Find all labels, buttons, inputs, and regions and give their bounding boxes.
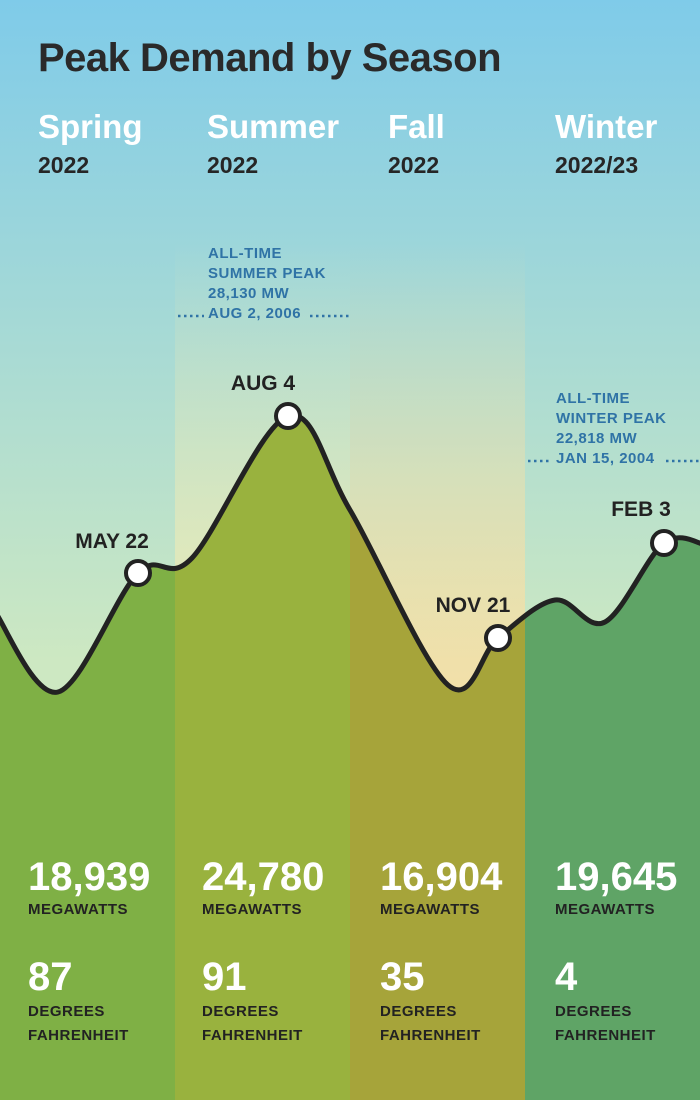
stats-winter: 19,645 MEGAWATTS 4 DEGREES FAHRENHEIT [555, 855, 677, 1047]
degrees-value: 4 [555, 955, 578, 999]
megawatts-value: 18,939 [28, 855, 151, 899]
fahrenheit-label: FAHRENHEIT [202, 1027, 303, 1044]
season-year: 2022 [388, 152, 440, 178]
megawatts-value: 24,780 [202, 855, 325, 899]
megawatts-label: MEGAWATTS [555, 901, 656, 918]
record-line: JAN 15, 2004 [556, 450, 655, 467]
season-header-fall: Fall 2022 [388, 108, 445, 178]
record-line: SUMMER PEAK [208, 265, 327, 282]
peak-label-nov-21: NOV 21 [436, 594, 511, 617]
season-name: Fall [388, 108, 445, 145]
fahrenheit-label: FAHRENHEIT [380, 1027, 481, 1044]
fahrenheit-label: FAHRENHEIT [555, 1027, 656, 1044]
season-name: Summer [207, 108, 340, 145]
degrees-label: DEGREES [555, 1003, 632, 1020]
record-line: 22,818 MW [556, 430, 638, 447]
demand-curve-line [0, 412, 700, 695]
peak-label-may-22: MAY 22 [75, 530, 149, 553]
degrees-value: 87 [28, 955, 73, 999]
season-year: 2022 [207, 152, 259, 178]
megawatts-label: MEGAWATTS [202, 901, 303, 918]
season-header-summer: Summer 2022 [207, 108, 339, 178]
season-name: Spring [38, 108, 143, 145]
peak-marker-aug-4 [274, 402, 302, 430]
season-year: 2022 [38, 152, 90, 178]
peak-marker-may-22 [124, 559, 152, 587]
stats-summer: 24,780 MEGAWATTS 91 DEGREES FAHRENHEIT [202, 855, 324, 1047]
season-header-spring: Spring 2022 [38, 108, 143, 178]
summer-record-annotation: ALL-TIME SUMMER PEAK 28,130 MW AUG 2, 20… [208, 244, 326, 324]
record-line: 28,130 MW [208, 285, 290, 302]
record-line: AUG 2, 2006 [208, 305, 302, 322]
megawatts-label: MEGAWATTS [380, 901, 481, 918]
fahrenheit-label: FAHRENHEIT [28, 1027, 129, 1044]
winter-record-annotation: ALL-TIME WINTER PEAK 22,818 MW JAN 15, 2… [556, 389, 667, 469]
degrees-value: 91 [202, 955, 247, 999]
peak-label-aug-4: AUG 4 [231, 372, 296, 395]
season-header-winter: Winter 2022/23 [555, 108, 657, 178]
peak-label-feb-3: FEB 3 [611, 498, 671, 521]
megawatts-label: MEGAWATTS [28, 901, 129, 918]
degrees-label: DEGREES [202, 1003, 279, 1020]
stats-spring: 18,939 MEGAWATTS 87 DEGREES FAHRENHEIT [28, 855, 150, 1047]
megawatts-value: 19,645 [555, 855, 678, 899]
season-year: 2022/23 [555, 152, 639, 178]
megawatts-value: 16,904 [380, 855, 503, 899]
record-line: WINTER PEAK [556, 410, 667, 427]
record-line: ALL-TIME [556, 390, 630, 407]
page-title: Peak Demand by Season [38, 36, 502, 80]
stats-fall: 16,904 MEGAWATTS 35 DEGREES FAHRENHEIT [380, 855, 502, 1047]
peak-marker-nov-21 [484, 624, 512, 652]
degrees-value: 35 [380, 955, 425, 999]
record-line: ALL-TIME [208, 245, 282, 262]
peak-marker-feb-3 [650, 529, 678, 557]
season-name: Winter [555, 108, 658, 145]
degrees-label: DEGREES [28, 1003, 105, 1020]
degrees-label: DEGREES [380, 1003, 457, 1020]
